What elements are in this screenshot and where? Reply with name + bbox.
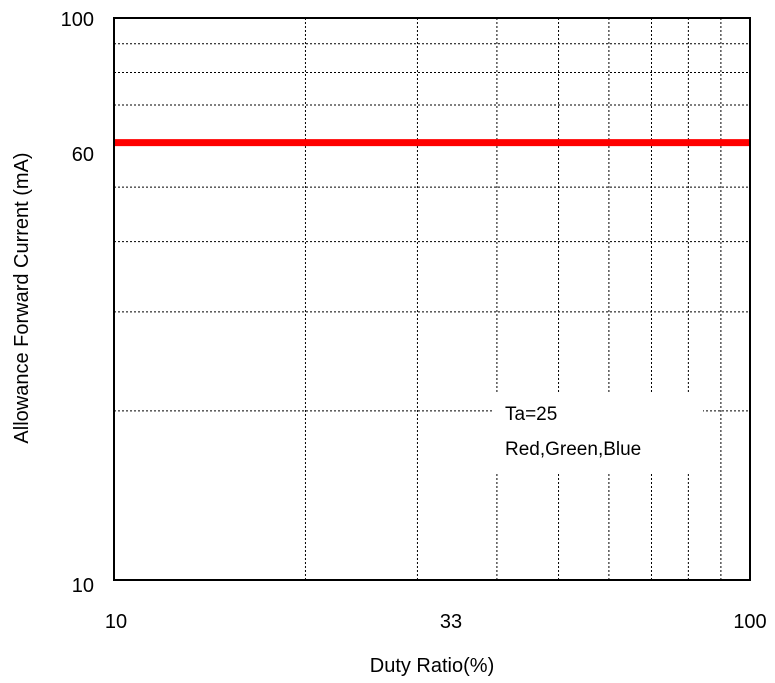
annotation-condition: Ta=25	[505, 404, 557, 425]
x-tick-label-100: 100	[733, 611, 766, 633]
y-axis-title: Allowance Forward Current (mA)	[11, 152, 33, 443]
grid-lines	[114, 18, 750, 580]
annotation-group: Ta=25 Red,Green,Blue	[493, 392, 703, 474]
x-tick-label-33: 33	[440, 611, 462, 633]
y-tick-label-10: 10	[72, 575, 94, 597]
x-tick-label-10: 10	[105, 611, 127, 633]
y-tick-label-100: 100	[61, 9, 94, 31]
y-tick-label-60: 60	[72, 144, 94, 166]
annotation-colors: Red,Green,Blue	[505, 439, 641, 460]
annotation-background	[493, 392, 703, 474]
plot-area-frame	[113, 17, 751, 581]
x-axis-title: Duty Ratio(%)	[370, 655, 494, 677]
